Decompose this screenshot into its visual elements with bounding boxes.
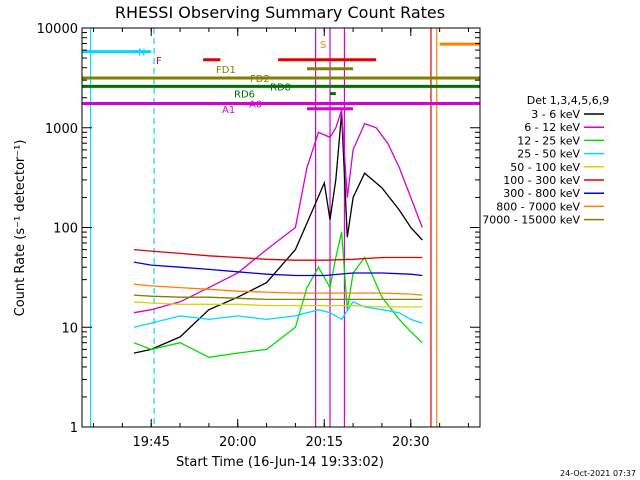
legend-entry-label: 12 - 25 keV xyxy=(517,134,580,147)
flag-label-n: N xyxy=(138,48,145,59)
y-axis-ticks: 1 10 100 1000 10000 xyxy=(37,22,480,436)
series-line-5-segment-1 xyxy=(133,301,423,308)
series-line-8-segment-2 xyxy=(561,269,581,271)
y-axis-label: Count Rate (s⁻¹ detector⁻¹) xyxy=(13,140,28,317)
x-tick-label: 20:15 xyxy=(306,435,343,450)
legend-entry-label: 3 - 6 keV xyxy=(531,108,580,121)
series-line-8-segment-1 xyxy=(133,283,423,296)
flag-label-fd1: FD1 xyxy=(216,65,236,76)
series-line-7-segment-2 xyxy=(561,253,581,255)
legend-entry-label: 25 - 50 keV xyxy=(517,148,580,161)
y-tick-label: 100 xyxy=(53,222,78,237)
series-line-1-segment-2 xyxy=(561,343,581,350)
legend-entry-label: 800 - 7000 keV xyxy=(496,200,580,213)
legend-entry-label: 7000 - 15000 keV xyxy=(482,214,580,227)
series-line-2-segment-1 xyxy=(133,109,423,314)
y-tick-label: 10 xyxy=(61,321,78,336)
y-tick-label: 10000 xyxy=(37,22,78,37)
series-line-4-segment-2 xyxy=(561,297,581,302)
legend-title: Det 1,3,4,5,6,9 xyxy=(527,94,610,107)
x-tick-label: 19:45 xyxy=(132,435,169,450)
series-line-3-segment-1 xyxy=(133,231,423,358)
x-tick-label: 20:30 xyxy=(392,435,429,450)
x-axis-ticks: 19:45 20:00 20:15 20:30 xyxy=(93,28,469,450)
legend-entry-label: 300 - 800 keV xyxy=(503,187,580,200)
series-line-9-segment-1 xyxy=(133,294,423,301)
y-tick-label: 1 xyxy=(70,421,78,436)
series-line-9-segment-2 xyxy=(561,288,581,292)
flag-label-rd8: RD8 xyxy=(270,82,291,93)
flag-label-a0: A0 xyxy=(249,100,262,111)
series-line-6-segment-1 xyxy=(133,248,423,261)
y-tick-label: 1000 xyxy=(45,122,78,137)
flag-label-fd2: FD2 xyxy=(250,74,270,85)
legend-entry-label: 6 - 12 keV xyxy=(524,121,580,134)
series-line-1-segment-1 xyxy=(133,113,423,354)
series-line-5-segment-2 xyxy=(561,293,581,297)
x-axis-label: Start Time (16-Jun-14 19:33:02) xyxy=(176,455,384,470)
chart-title: RHESSI Observing Summary Count Rates xyxy=(115,3,445,22)
series-line-4-segment-1 xyxy=(133,300,423,328)
legend-entry-label: 100 - 300 keV xyxy=(503,174,580,187)
flag-label-s: S xyxy=(320,40,326,51)
flag-label-rd6: RD6 xyxy=(234,90,255,101)
flag-label-a1: A1 xyxy=(222,105,235,116)
series-line-2-segment-2 xyxy=(561,280,581,285)
generation-timestamp: 24-Oct-2021 07:37 xyxy=(560,469,636,478)
series-line-7-segment-1 xyxy=(133,261,423,277)
flag-label-f: F xyxy=(156,56,162,67)
legend-entry-label: 50 - 100 keV xyxy=(510,161,580,174)
x-tick-label: 20:00 xyxy=(219,435,256,450)
series-line-6-segment-2 xyxy=(561,238,581,241)
plot-area xyxy=(82,28,581,427)
